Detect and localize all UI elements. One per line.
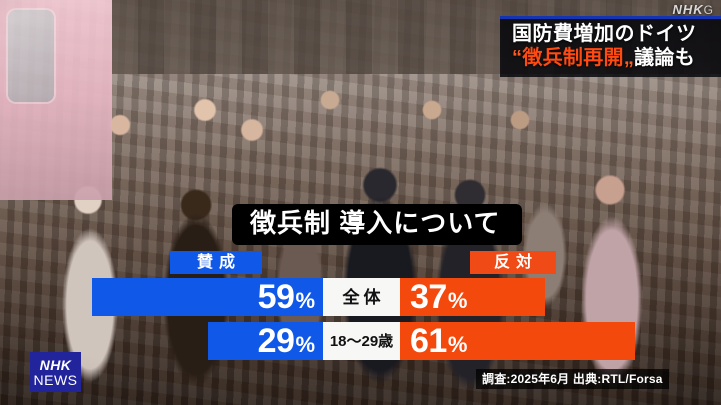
poll-title: 徴兵制 導入について [232,204,523,245]
headline-quoted-text: 徴兵制再開 [522,47,624,69]
background-storefront-left [0,0,112,200]
bar-yes-overall: 59% [92,278,323,316]
channel-watermark: NHKG [672,2,713,17]
channel-watermark-network: NHK [672,2,704,17]
channel-watermark-channel: G [703,3,713,17]
headline-banner: 国防費増加のドイツ “徴兵制再開„議論も [500,16,721,77]
bar-yes-overall-value: 59% [257,278,315,316]
bar-no-youth-value: 61% [410,322,468,360]
headline-line-2: “徴兵制再開„議論も [512,46,711,71]
nhk-news-logo-line-1: NHK [39,356,72,373]
nhk-news-logo: NHK NEWS [30,352,81,392]
row-label-overall-text: 全体 [342,287,385,307]
headline-tail-text: 議論も [634,47,696,69]
row-label-youth-text: 18〜29歳 [329,332,394,350]
poll-source-credit: 調査:2025年6月 出典:RTL/Forsa [476,369,669,389]
bar-no-overall-value: 37% [410,278,468,316]
headline-quote-close: „ [623,47,635,69]
legend-chip-no: 反対 [470,251,556,274]
poll-row-youth: 29% 18〜29歳 61% [208,322,635,360]
bar-no-overall: 37% [400,278,545,316]
row-label-youth: 18〜29歳 [323,322,400,360]
bar-no-youth: 61% [400,322,635,360]
headline-line-1: 国防費増加のドイツ [512,23,697,45]
row-label-overall: 全体 [323,278,400,316]
poll-row-overall: 59% 全体 37% [92,278,545,316]
headline-quote-open: “ [512,47,523,69]
bar-yes-youth: 29% [208,322,323,360]
bar-yes-youth-value: 29% [257,322,315,360]
legend-chip-yes: 賛成 [170,251,262,274]
nhk-news-logo-line-2: NEWS [33,371,78,388]
